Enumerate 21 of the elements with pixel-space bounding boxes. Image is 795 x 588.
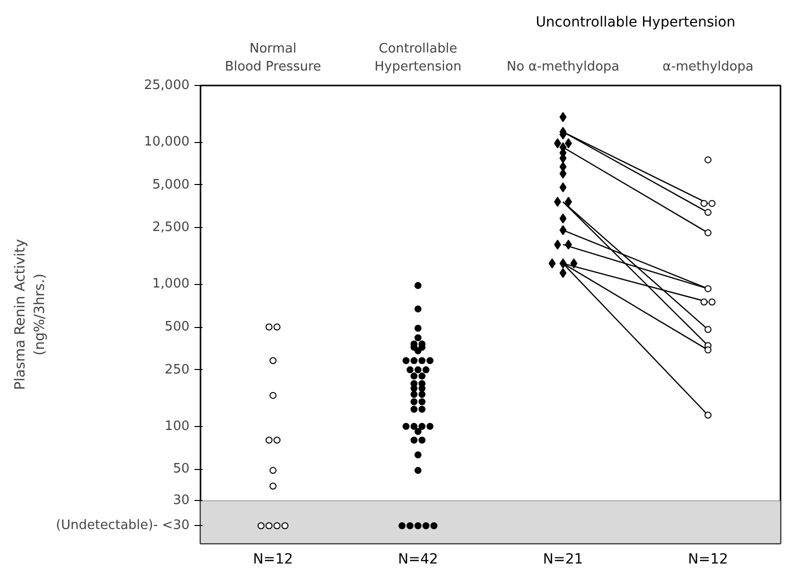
y-tick-label: (Undetectable)- <30 — [56, 518, 190, 534]
text: N=12 — [688, 552, 728, 568]
text: N=42 — [398, 552, 438, 568]
y-tick-label: 100 — [164, 418, 190, 434]
text: Uncontrollable Hypertension — [536, 14, 736, 30]
y-tick-label: 250 — [164, 362, 190, 378]
y-tick-label: 10,000 — [144, 134, 190, 150]
y-axis-title: Plasma Renin Activity (ng%/3hrs.) — [12, 238, 48, 390]
y-tick-label: 1,000 — [152, 276, 190, 292]
y-tick-label: 2,500 — [152, 220, 190, 236]
x-tick-label: Controllable Hypertension — [374, 42, 462, 74]
x-tick-label: No α-methyldopa — [506, 60, 620, 74]
x-tick-label: Normal Blood Pressure — [224, 42, 322, 74]
text: N=12 — [252, 552, 294, 568]
x-tick-label: α-methyldopa — [662, 60, 754, 74]
y-tick-label: 5,000 — [152, 177, 190, 192]
y-tick-label: 50 — [172, 462, 190, 477]
y-tick-label: 30 — [172, 493, 190, 508]
y-tick-label: 500 — [164, 320, 190, 335]
text: N=21 — [542, 552, 584, 568]
y-tick-label: 25,000 — [144, 78, 190, 93]
